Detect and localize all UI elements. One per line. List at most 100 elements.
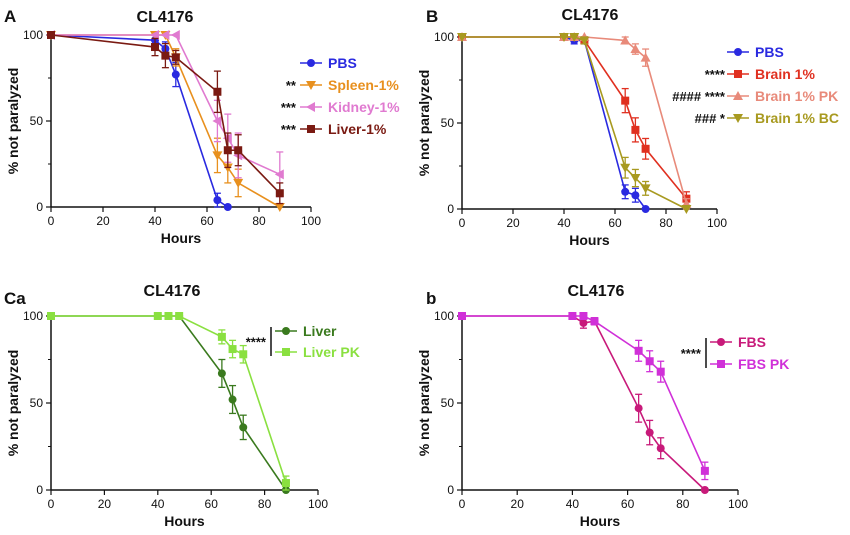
- legend-label: PBS: [755, 44, 784, 60]
- data-point: [559, 33, 569, 42]
- series-line: [462, 315, 706, 472]
- y-tick-label: 0: [447, 202, 454, 216]
- data-point: [631, 191, 640, 200]
- legend-label: FBS: [738, 334, 766, 350]
- x-tick-label: 100: [707, 216, 727, 230]
- series-line: [462, 36, 647, 210]
- data-point: [233, 178, 244, 188]
- x-tick-label: 0: [459, 497, 466, 511]
- y-axis-label: % not paralyzed: [416, 350, 432, 457]
- chart-title: CL4176: [144, 283, 201, 300]
- data-point: [275, 189, 284, 198]
- x-axis-label: Hours: [161, 230, 202, 246]
- legend-label: Liver PK: [303, 344, 360, 360]
- legend-marker: [306, 102, 315, 112]
- legend-entry: Brain 1% PK #### ****: [672, 88, 838, 104]
- data-point: [217, 332, 226, 341]
- chart-panel-1: A CL4176 0 20 40 60 80 100 0 50 100 Hours % not para…: [4, 7, 400, 246]
- data-point: [630, 174, 641, 184]
- y-tick-label: 50: [441, 396, 455, 410]
- data-point: [161, 51, 170, 60]
- y-axis-label: % not paralyzed: [5, 350, 21, 457]
- data-point: [568, 312, 577, 320]
- legend-label: Brain 1%: [755, 66, 815, 82]
- series-line: [462, 36, 688, 200]
- x-axis-label: Hours: [569, 232, 610, 248]
- data-point: [645, 357, 654, 366]
- x-tick-label: 60: [621, 497, 635, 511]
- data-point: [634, 346, 643, 355]
- data-point: [212, 116, 222, 126]
- legend-entry: Liver-1% ***: [281, 121, 387, 137]
- x-tick-label: 40: [151, 497, 165, 511]
- y-axis-label: % not paralyzed: [416, 70, 432, 177]
- legend-label: Liver: [303, 323, 337, 339]
- panel-label: B: [426, 7, 438, 26]
- x-tick-label: 80: [258, 497, 272, 511]
- legend-marker: [717, 360, 725, 368]
- y-tick-label: 100: [434, 309, 454, 323]
- significance-label: ### *: [695, 111, 726, 126]
- data-point: [579, 318, 588, 327]
- y-tick-label: 50: [30, 396, 44, 410]
- data-point: [164, 312, 173, 320]
- series-brain-1-: [458, 33, 691, 207]
- bracket-significance-label: ****: [681, 346, 702, 361]
- chart-title: CL4176: [137, 9, 194, 26]
- panel-label: Ca: [4, 289, 26, 308]
- series-line: [50, 34, 229, 208]
- data-point: [620, 35, 631, 45]
- y-tick-label: 100: [23, 28, 43, 42]
- series-pbs: [47, 31, 232, 211]
- legend-marker: [733, 91, 743, 100]
- x-tick-label: 0: [48, 214, 55, 228]
- legend-entry: PBS: [727, 44, 784, 60]
- legend-marker: [734, 48, 742, 56]
- data-point: [213, 196, 222, 205]
- data-point: [656, 367, 665, 376]
- data-point: [228, 395, 237, 404]
- data-point: [590, 317, 599, 326]
- y-axis-label: % not paralyzed: [5, 68, 21, 175]
- data-point: [160, 30, 170, 40]
- data-point: [47, 31, 55, 39]
- x-axis-label: Hours: [580, 513, 621, 529]
- data-point: [579, 36, 590, 46]
- x-tick-label: 100: [301, 214, 321, 228]
- data-point: [569, 33, 580, 42]
- data-point: [641, 144, 650, 153]
- data-point: [641, 205, 650, 213]
- data-point: [458, 312, 466, 320]
- data-point: [223, 146, 232, 155]
- y-tick-label: 100: [434, 30, 454, 44]
- x-tick-label: 40: [566, 497, 580, 511]
- x-axis-label: Hours: [164, 513, 205, 529]
- legend-label: PBS: [328, 55, 357, 71]
- data-point: [631, 125, 640, 134]
- data-point: [281, 479, 290, 488]
- series-line: [462, 36, 688, 205]
- x-tick-label: 40: [557, 216, 571, 230]
- legend-label: FBS PK: [738, 356, 789, 372]
- x-tick-label: 0: [459, 216, 466, 230]
- data-point: [223, 203, 232, 211]
- legend-entry: Spleen-1% **: [286, 77, 399, 93]
- data-point: [640, 52, 651, 62]
- data-point: [151, 43, 159, 52]
- legend-marker: [717, 338, 725, 346]
- data-point: [213, 87, 222, 96]
- data-point: [212, 151, 223, 161]
- data-point: [171, 53, 180, 62]
- data-point: [175, 312, 184, 320]
- x-tick-label: 60: [608, 216, 622, 230]
- legend-label: Spleen-1%: [328, 77, 399, 93]
- y-tick-label: 100: [23, 309, 43, 323]
- series-liver-pk: [47, 312, 290, 491]
- data-point: [681, 205, 692, 214]
- chart-panel-2: B CL4176 0 20 40 60 80 100 0 50 100 Hours % not para…: [416, 7, 839, 248]
- legend-entry: Brain 1% ****: [705, 66, 816, 82]
- chart-title: CL4176: [568, 283, 625, 300]
- significance-label: ***: [281, 122, 297, 137]
- y-tick-label: 0: [36, 200, 43, 214]
